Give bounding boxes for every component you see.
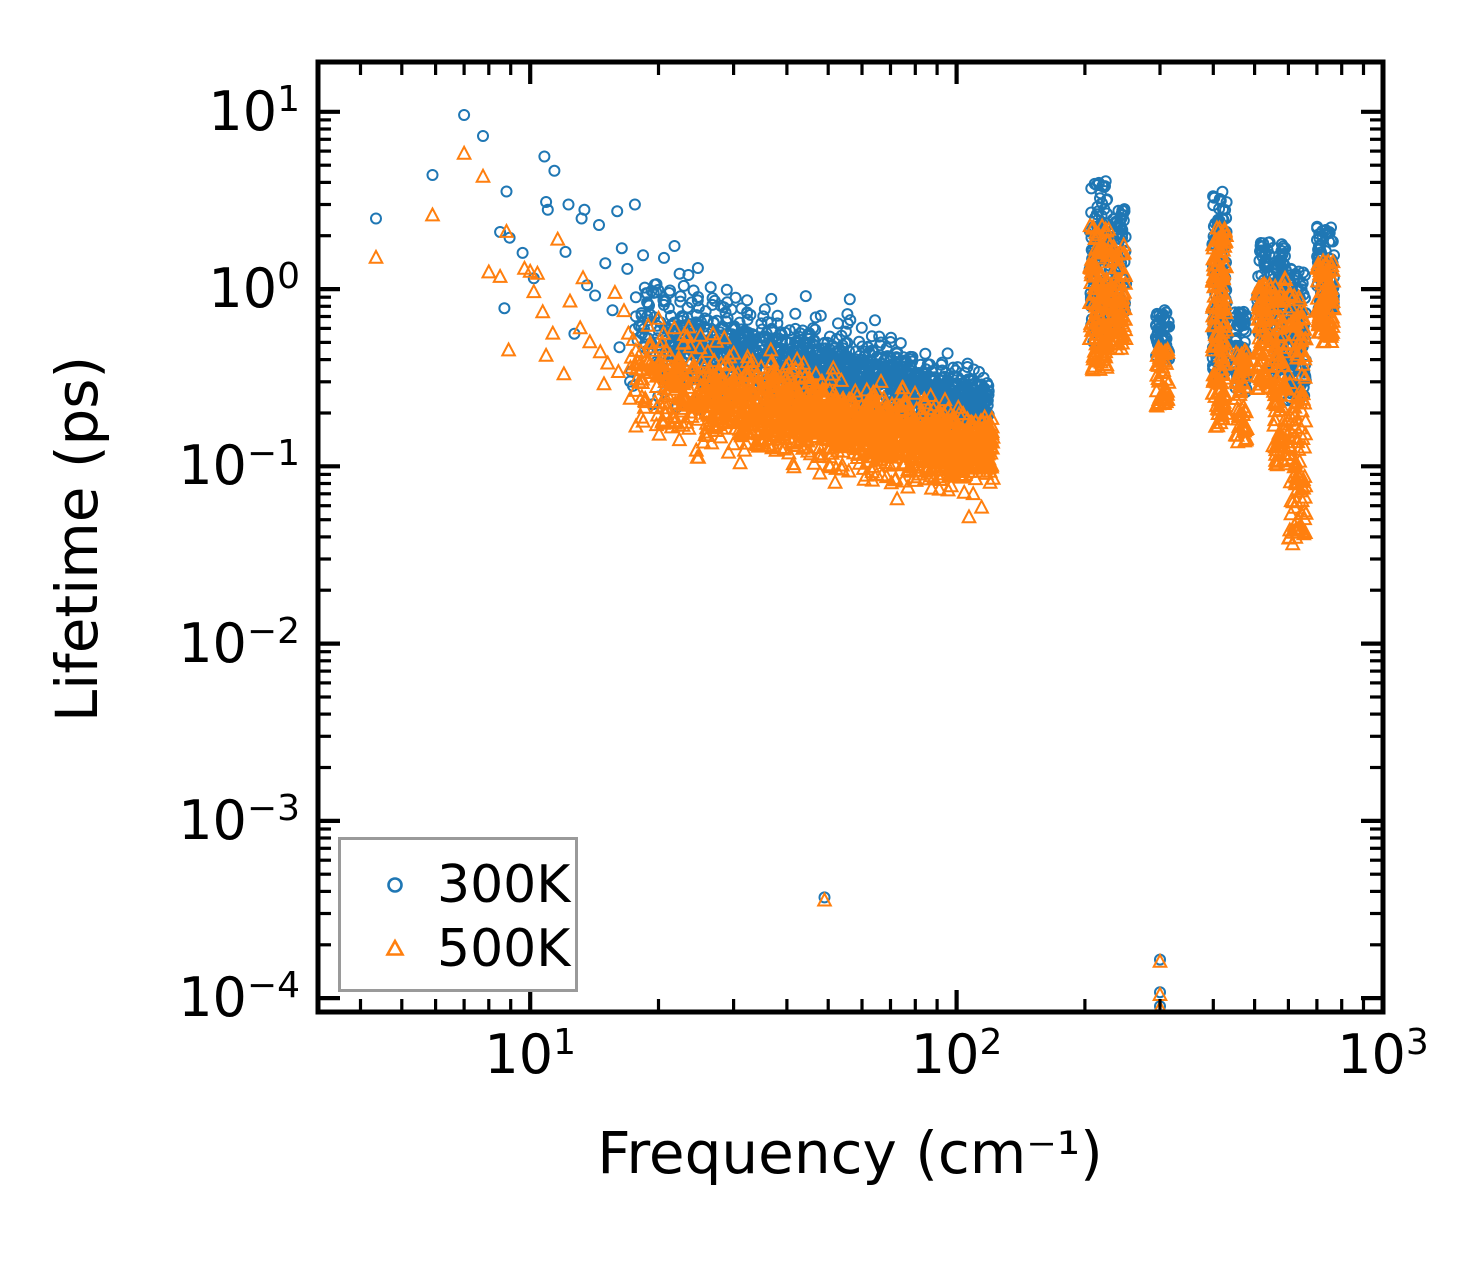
tick-marks	[318, 62, 1386, 1012]
y-axis-label: Lifetime (ps)	[43, 355, 111, 723]
legend: 300K 500K	[338, 837, 578, 992]
x-axis-label: Frequency (cm⁻¹)	[597, 1119, 1103, 1187]
data-points-layer	[368, 109, 1342, 1012]
x-tick-label-10e2: 102	[910, 1022, 1003, 1086]
x-tick-label-10e3: 103	[1337, 1022, 1429, 1086]
legend-label-500k: 500K	[437, 919, 571, 979]
legend-marker-triangle-icon	[385, 938, 405, 956]
legend-item-300k: 300K	[341, 854, 575, 916]
legend-item-500k: 500K	[341, 918, 575, 980]
y-tick-label-10e-3: 10−3	[178, 787, 300, 852]
y-tick-label-10e-4: 10−4	[178, 965, 300, 1030]
y-tick-label-10e1: 101	[208, 78, 300, 143]
x-tick-label-10e1: 101	[484, 1022, 576, 1086]
legend-marker-circle-icon	[387, 877, 403, 893]
y-tick-label-10e-2: 10−2	[178, 610, 300, 675]
series-500K-points	[368, 144, 1342, 1012]
y-tick-label-10e-1: 10−1	[178, 433, 300, 498]
y-tick-label-10e0: 100	[208, 256, 300, 321]
legend-label-300k: 300K	[437, 855, 571, 915]
